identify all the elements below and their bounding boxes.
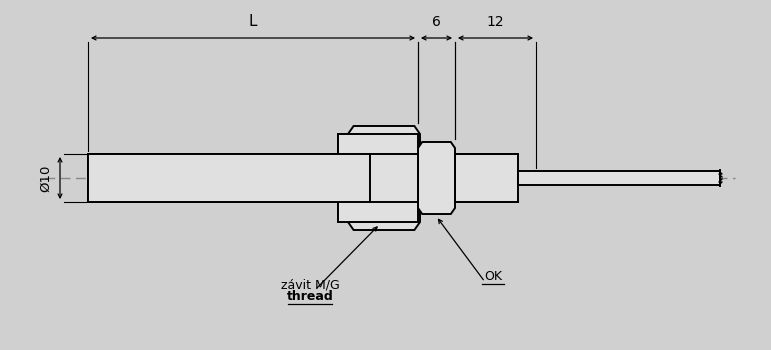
Bar — [338, 134, 418, 222]
Text: thread: thread — [287, 290, 333, 303]
Text: L: L — [249, 14, 258, 29]
Bar — [88, 154, 370, 202]
Text: 12: 12 — [487, 15, 504, 29]
Bar — [88, 154, 370, 202]
Bar — [518, 171, 720, 185]
Text: Ø10: Ø10 — [39, 164, 52, 192]
Polygon shape — [348, 126, 420, 230]
Text: závit M/G: závit M/G — [281, 278, 339, 291]
Bar — [455, 154, 518, 202]
Bar — [338, 134, 418, 222]
Text: 6: 6 — [432, 15, 441, 29]
Text: OK: OK — [484, 270, 502, 283]
Polygon shape — [418, 142, 455, 214]
